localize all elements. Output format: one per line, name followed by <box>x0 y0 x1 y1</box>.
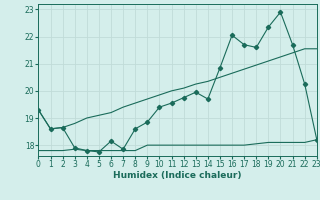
X-axis label: Humidex (Indice chaleur): Humidex (Indice chaleur) <box>113 171 242 180</box>
